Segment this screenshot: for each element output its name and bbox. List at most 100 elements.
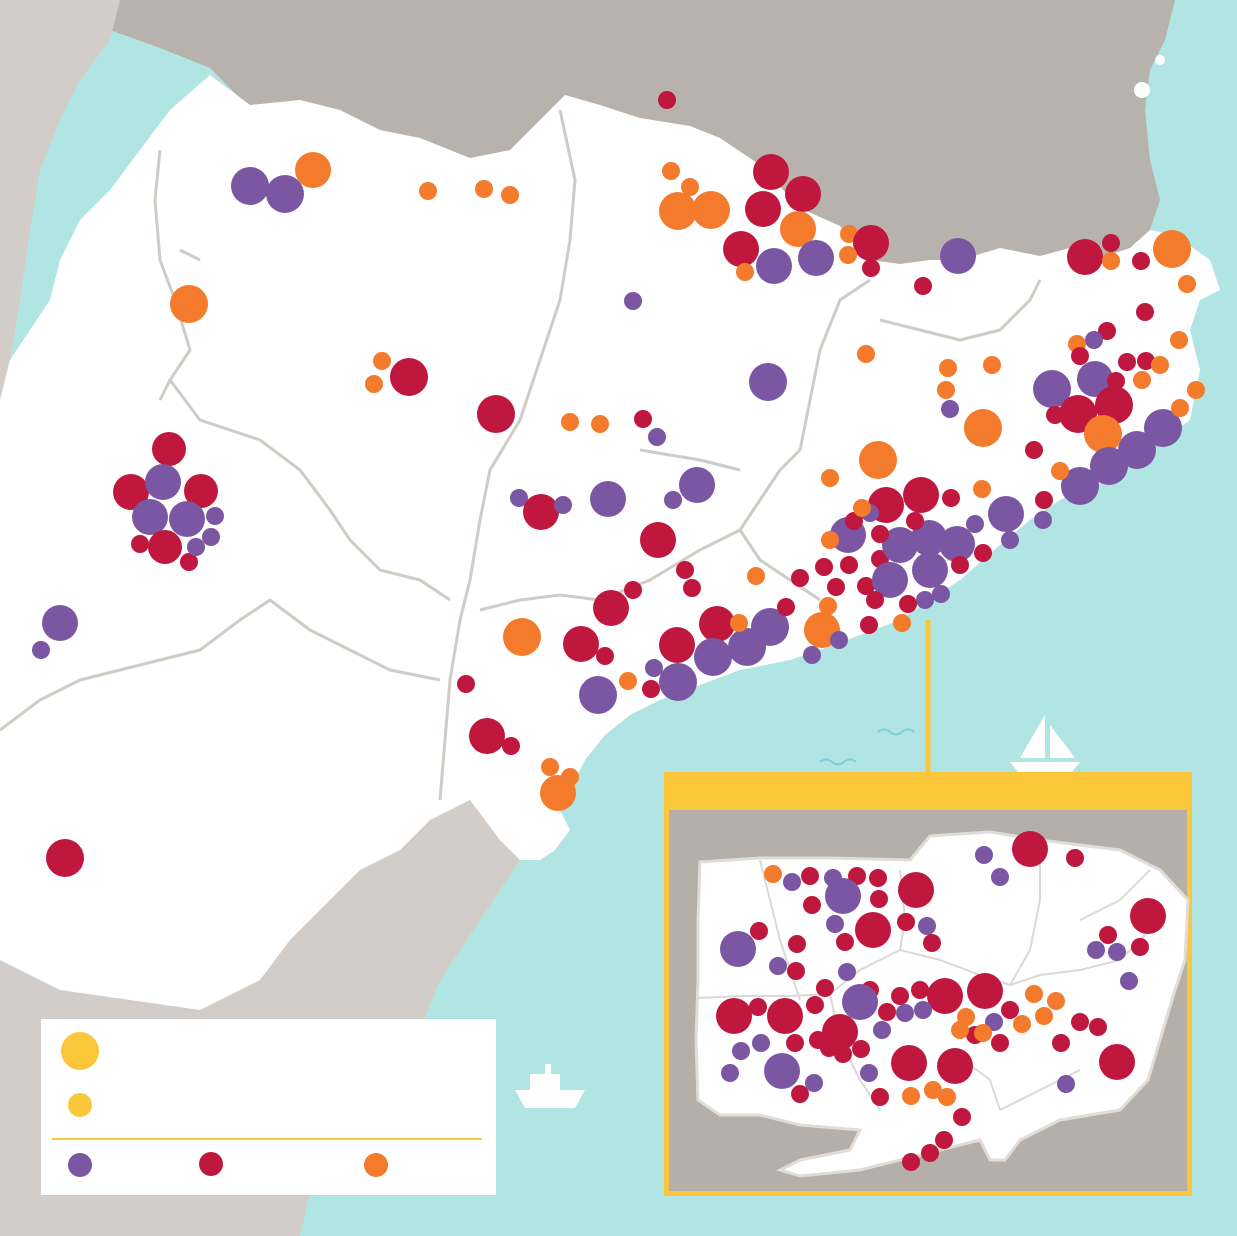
orange-marker xyxy=(1171,399,1189,417)
crimson-marker xyxy=(855,912,891,948)
orange-marker xyxy=(839,246,857,264)
crimson-marker xyxy=(1099,926,1117,944)
crimson-marker xyxy=(46,839,84,877)
orange-marker xyxy=(475,180,493,198)
legend-size-small-swatch xyxy=(68,1093,92,1117)
orange-marker xyxy=(1047,992,1065,1010)
crimson-marker xyxy=(827,578,845,596)
orange-marker xyxy=(501,186,519,204)
purple-marker xyxy=(732,1042,750,1060)
orange-marker xyxy=(541,758,559,776)
crimson-marker xyxy=(852,1040,870,1058)
crimson-marker xyxy=(1012,831,1048,867)
orange-marker xyxy=(1084,415,1122,453)
orange-marker xyxy=(853,499,871,517)
crimson-marker xyxy=(1136,303,1154,321)
purple-marker xyxy=(918,917,936,935)
crimson-marker xyxy=(935,1131,953,1149)
purple-marker xyxy=(769,957,787,975)
inset-panel xyxy=(664,772,1192,1196)
purple-marker xyxy=(590,481,626,517)
orange-marker xyxy=(1178,275,1196,293)
orange-marker xyxy=(747,567,765,585)
orange-marker xyxy=(893,614,911,632)
purple-marker xyxy=(721,1064,739,1082)
orange-marker xyxy=(1025,985,1043,1003)
purple-marker xyxy=(32,641,50,659)
crimson-marker xyxy=(974,544,992,562)
orange-marker xyxy=(821,531,839,549)
crimson-marker xyxy=(815,558,833,576)
legend-size-large-swatch xyxy=(61,1032,99,1070)
crimson-marker xyxy=(1067,239,1103,275)
crimson-marker xyxy=(750,922,768,940)
purple-marker xyxy=(988,496,1024,532)
crimson-marker xyxy=(787,962,805,980)
orange-marker xyxy=(1013,1015,1031,1033)
purple-marker xyxy=(756,248,792,284)
purple-marker xyxy=(624,292,642,310)
orange-marker xyxy=(736,263,754,281)
crimson-marker xyxy=(816,979,834,997)
purple-marker xyxy=(825,878,861,914)
crimson-marker xyxy=(152,432,186,466)
crimson-marker xyxy=(745,191,781,227)
orange-marker xyxy=(902,1087,920,1105)
crimson-marker xyxy=(642,680,660,698)
island xyxy=(1134,82,1150,98)
orange-marker xyxy=(503,618,541,656)
purple-marker xyxy=(941,400,959,418)
crimson-marker xyxy=(563,626,599,662)
purple-marker xyxy=(940,238,976,274)
crimson-marker xyxy=(897,913,915,931)
purple-marker xyxy=(896,1004,914,1022)
crimson-marker xyxy=(477,395,515,433)
crimson-marker xyxy=(634,410,652,428)
purple-marker xyxy=(206,507,224,525)
crimson-marker xyxy=(683,579,701,597)
purple-marker xyxy=(664,491,682,509)
orange-marker xyxy=(540,775,576,811)
crimson-marker xyxy=(523,494,559,530)
orange-marker xyxy=(561,413,579,431)
crimson-marker xyxy=(953,1108,971,1126)
purple-marker xyxy=(826,915,844,933)
orange-marker xyxy=(1035,1007,1053,1025)
crimson-marker xyxy=(1118,353,1136,371)
crimson-marker xyxy=(791,569,809,587)
orange-marker xyxy=(170,285,208,323)
crimson-marker xyxy=(937,1048,973,1084)
purple-marker xyxy=(694,638,732,676)
crimson-marker xyxy=(803,896,821,914)
crimson-marker xyxy=(1089,1018,1107,1036)
purple-marker xyxy=(145,464,181,500)
crimson-marker xyxy=(967,973,1003,1009)
crimson-marker xyxy=(834,1045,852,1063)
crimson-marker xyxy=(923,934,941,952)
crimson-marker xyxy=(921,1144,939,1162)
orange-marker xyxy=(1051,462,1069,480)
orange-marker xyxy=(1170,331,1188,349)
purple-marker xyxy=(764,1053,800,1089)
crimson-marker xyxy=(840,556,858,574)
crimson-marker xyxy=(871,1088,889,1106)
crimson-marker xyxy=(131,535,149,553)
crimson-marker xyxy=(836,933,854,951)
purple-marker xyxy=(1108,943,1126,961)
purple-marker xyxy=(932,585,950,603)
crimson-marker xyxy=(723,231,759,267)
purple-marker xyxy=(42,605,78,641)
purple-marker xyxy=(266,175,304,213)
crimson-marker xyxy=(898,872,934,908)
crimson-marker xyxy=(1025,441,1043,459)
purple-marker xyxy=(1120,972,1138,990)
crimson-marker xyxy=(1066,849,1084,867)
purple-marker xyxy=(231,167,269,205)
crimson-marker xyxy=(716,998,752,1034)
crimson-marker xyxy=(469,718,505,754)
purple-marker xyxy=(579,676,617,714)
crimson-marker xyxy=(878,1003,896,1021)
purple-marker xyxy=(187,538,205,556)
orange-marker xyxy=(764,865,782,883)
